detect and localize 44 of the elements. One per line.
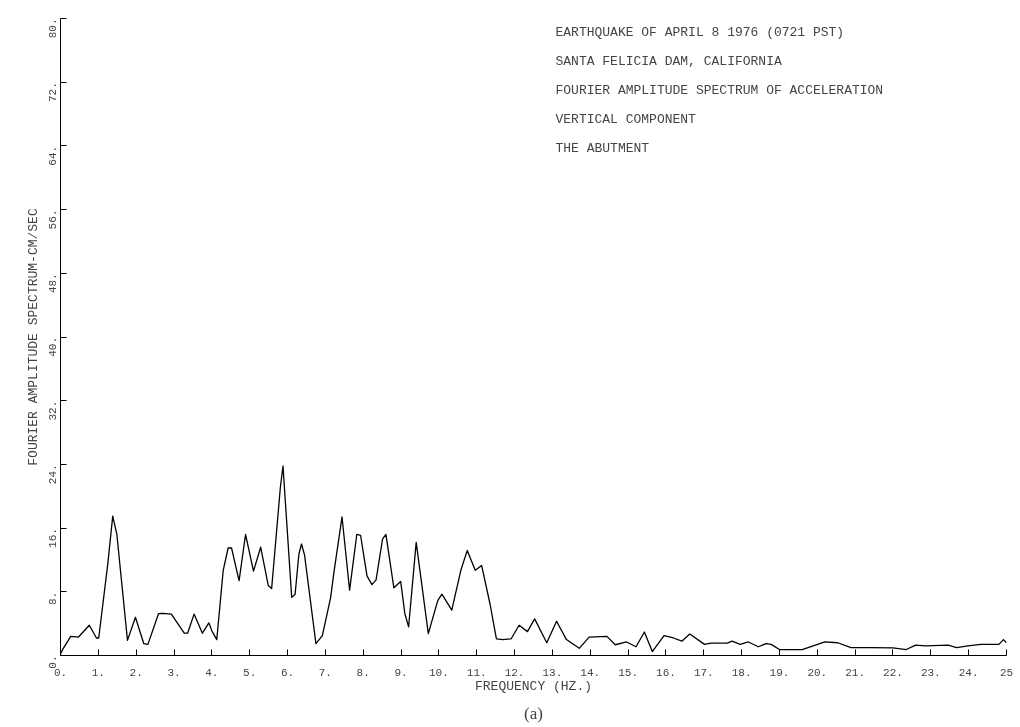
x-tick-label: 11. [466, 666, 487, 679]
x-tick-label: 25 [999, 666, 1014, 679]
x-tick-label: 23. [920, 666, 941, 679]
x-tick-label: 15. [618, 666, 639, 679]
x-tick-label: 3. [167, 666, 181, 679]
x-tick-label: 9. [394, 666, 408, 679]
y-tick-label: 64. [47, 145, 59, 166]
x-tick-label: 12. [504, 666, 525, 679]
x-tick-label: 19. [769, 666, 790, 679]
x-tick-label: 4. [205, 666, 219, 679]
annotation: EARTHQUAKE OF APRIL 8 1976 (0721 PST) [555, 25, 845, 40]
y-tick-label: 0. [47, 655, 59, 669]
y-tick-label: 72. [47, 82, 59, 102]
x-tick-label: 8. [356, 666, 370, 679]
x-tick-label: 2. [129, 666, 143, 679]
x-axis-title: FREQUENCY (HZ.) [474, 678, 593, 694]
x-tick-label: 14. [580, 666, 601, 679]
y-axis-title: FOURIER AMPLITUDE SPECTRUM-CM/SEC [25, 208, 41, 466]
x-tick-label: 13. [542, 666, 563, 679]
x-tick-label: 21. [845, 666, 866, 679]
x-tick-label: 16. [656, 666, 676, 679]
x-tick-label: 6. [280, 666, 295, 679]
x-tick-label: 7. [318, 666, 332, 679]
x-tick-label: 20. [807, 666, 828, 679]
y-tick-label: 80. [47, 18, 59, 39]
y-tick-label: 32. [47, 400, 59, 421]
annotation: FOURIER AMPLITUDE SPECTRUM OF ACCELERATION [555, 83, 884, 98]
annotation: VERTICAL COMPONENT [555, 112, 697, 127]
annotation: SANTA FELICIA DAM, CALIFORNIA [555, 54, 782, 69]
x-tick-label: 17. [693, 666, 714, 679]
x-tick-label: 22. [883, 666, 903, 679]
x-tick-label: 1. [91, 666, 105, 679]
y-tick-label: 16. [47, 528, 59, 548]
text: (a) [524, 703, 543, 723]
x-tick-label: 5. [243, 666, 257, 679]
y-tick-label: 8. [47, 591, 59, 605]
y-tick-label: 56. [47, 209, 59, 230]
x-tick-label: 10. [429, 666, 449, 679]
y-tick-label: 24. [47, 464, 59, 485]
y-tick-label: 48. [47, 273, 59, 294]
y-tick-label: 40. [47, 336, 59, 357]
annotation: THE ABUTMENT [555, 141, 650, 156]
x-tick-label: 24. [958, 666, 979, 679]
x-tick-label: 18. [731, 666, 752, 679]
